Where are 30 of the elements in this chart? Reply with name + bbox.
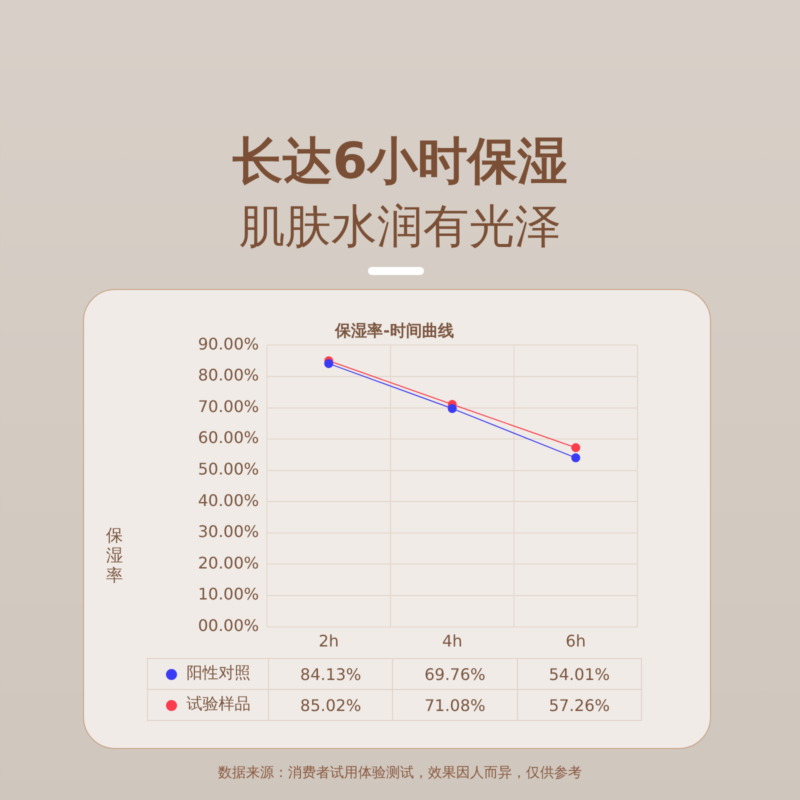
y-tick-label: 60.00% — [198, 428, 259, 448]
point — [571, 443, 580, 452]
data-label: 69.76% — [392, 658, 518, 690]
y-axis-title: 保湿率 — [106, 526, 123, 586]
y-tick-label: 10.00% — [198, 584, 259, 604]
y-tick-label: 90.00% — [198, 334, 259, 354]
data-label: 71.08% — [392, 690, 518, 720]
y-tick-label: 30.00% — [198, 522, 259, 542]
legend-label: 试验样品 — [186, 694, 250, 714]
point — [448, 404, 457, 414]
data-label: 84.13% — [268, 658, 393, 690]
point — [324, 359, 334, 368]
y-tick-label: 80.00% — [198, 366, 259, 385]
legend-label: 阳性对照 — [186, 664, 250, 683]
text: 长达6小时保湿 — [232, 131, 568, 192]
y-tick-label: 20.00% — [198, 553, 259, 572]
y-tick-label: 50.00% — [198, 460, 259, 479]
y-tick-label: 70.00% — [198, 396, 259, 416]
text: 肌肤水润有光泽 — [238, 198, 562, 255]
data-label: 85.02% — [268, 690, 393, 720]
x-tick-label: 6h — [566, 632, 586, 651]
data-label: 54.01% — [517, 658, 642, 690]
point — [571, 453, 580, 462]
x-tick-label: 4h — [442, 632, 462, 651]
chart-title: 保湿率-时间曲线 — [334, 320, 454, 340]
y-tick-label: 00.00% — [198, 616, 259, 635]
y-tick-label: 40.00% — [198, 490, 259, 510]
data-label: 57.26% — [517, 690, 642, 720]
x-tick-label: 2h — [318, 632, 339, 651]
source-note: 数据来源：消费者试用体验测试，效果因人而异，仅供参考 — [217, 764, 583, 782]
